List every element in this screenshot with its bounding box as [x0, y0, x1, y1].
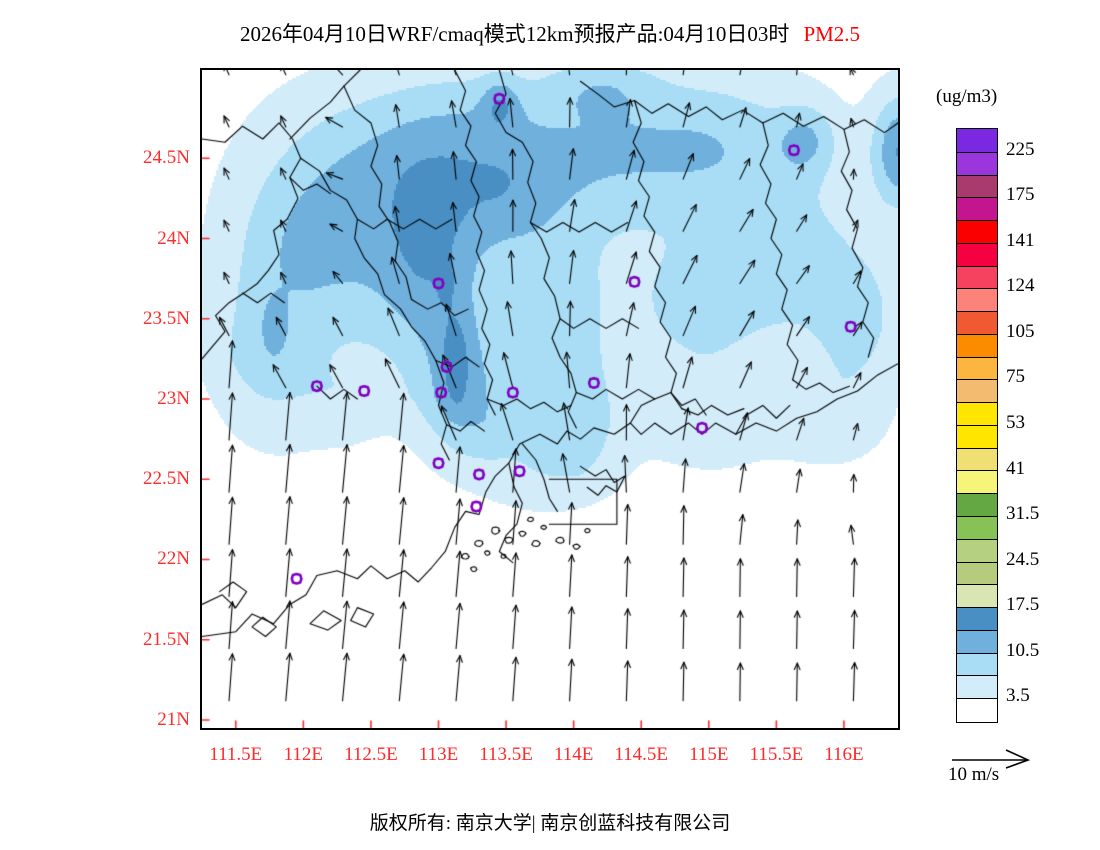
wind-scale-label: 10 m/s — [948, 764, 999, 786]
colorbar-band — [957, 379, 997, 402]
copyright-footer: 版权所有: 南京大学| 南京创蓝科技有限公司 — [0, 808, 1100, 835]
colorbar-band — [957, 357, 997, 380]
colorbar-tick-label: 75 — [1006, 366, 1025, 388]
colorbar-band — [957, 607, 997, 630]
colorbar-band — [957, 493, 997, 516]
x-axis-tick-116E: 116E — [804, 744, 884, 766]
colorbar-band — [957, 402, 997, 425]
title-main: 2026年04月10日WRF/cmaq模式12km预报产品:04月10日03时 — [240, 22, 790, 46]
colorbar-band — [957, 562, 997, 585]
y-axis-tick-23.5N: 23.5N — [100, 308, 190, 330]
colorbar-band — [957, 311, 997, 334]
colorbar-tick-label: 141 — [1006, 230, 1035, 252]
colorbar-tick-label: 105 — [1006, 321, 1035, 343]
colorbar-tick-label: 124 — [1006, 275, 1035, 297]
colorbar-band — [957, 675, 997, 698]
colorbar[interactable] — [956, 128, 998, 723]
colorbar-band — [957, 470, 997, 493]
colorbar-tick-label: 10.5 — [1006, 640, 1039, 662]
colorbar-band — [957, 266, 997, 289]
map-canvas — [202, 70, 898, 728]
colorbar-band — [957, 653, 997, 676]
colorbar-tick-label: 17.5 — [1006, 594, 1039, 616]
colorbar-band — [957, 197, 997, 220]
colorbar-band — [957, 516, 997, 539]
colorbar-tick-label: 3.5 — [1006, 685, 1030, 707]
colorbar-tick-label: 31.5 — [1006, 503, 1039, 525]
colorbar-tick-label: 225 — [1006, 139, 1035, 161]
y-axis-tick-21.5N: 21.5N — [100, 629, 190, 651]
y-axis-tick-22N: 22N — [100, 548, 190, 570]
colorbar-band — [957, 243, 997, 266]
colorbar-tick-label: 41 — [1006, 458, 1025, 480]
y-axis-tick-24N: 24N — [100, 228, 190, 250]
colorbar-band — [957, 129, 997, 152]
colorbar-band — [957, 584, 997, 607]
colorbar-band — [957, 698, 997, 721]
colorbar-band — [957, 630, 997, 653]
y-axis-tick-23N: 23N — [100, 388, 190, 410]
colorbar-tick-label: 24.5 — [1006, 549, 1039, 571]
colorbar-tick-label: 175 — [1006, 184, 1035, 206]
colorbar-band — [957, 152, 997, 175]
colorbar-band — [957, 448, 997, 471]
colorbar-band — [957, 288, 997, 311]
page-title: 2026年04月10日WRF/cmaq模式12km预报产品:04月10日03时 P… — [0, 18, 1100, 48]
colorbar-band — [957, 539, 997, 562]
colorbar-band — [957, 175, 997, 198]
forecast-map[interactable] — [200, 68, 900, 730]
y-axis-tick-22.5N: 22.5N — [100, 468, 190, 490]
y-axis-tick-24.5N: 24.5N — [100, 147, 190, 169]
title-variable: PM2.5 — [803, 22, 860, 46]
colorbar-band — [957, 334, 997, 357]
y-axis-tick-21N: 21N — [100, 709, 190, 731]
colorbar-band — [957, 425, 997, 448]
colorbar-tick-label: 53 — [1006, 412, 1025, 434]
colorbar-units-label: (ug/m3) — [936, 86, 997, 108]
colorbar-band — [957, 220, 997, 243]
